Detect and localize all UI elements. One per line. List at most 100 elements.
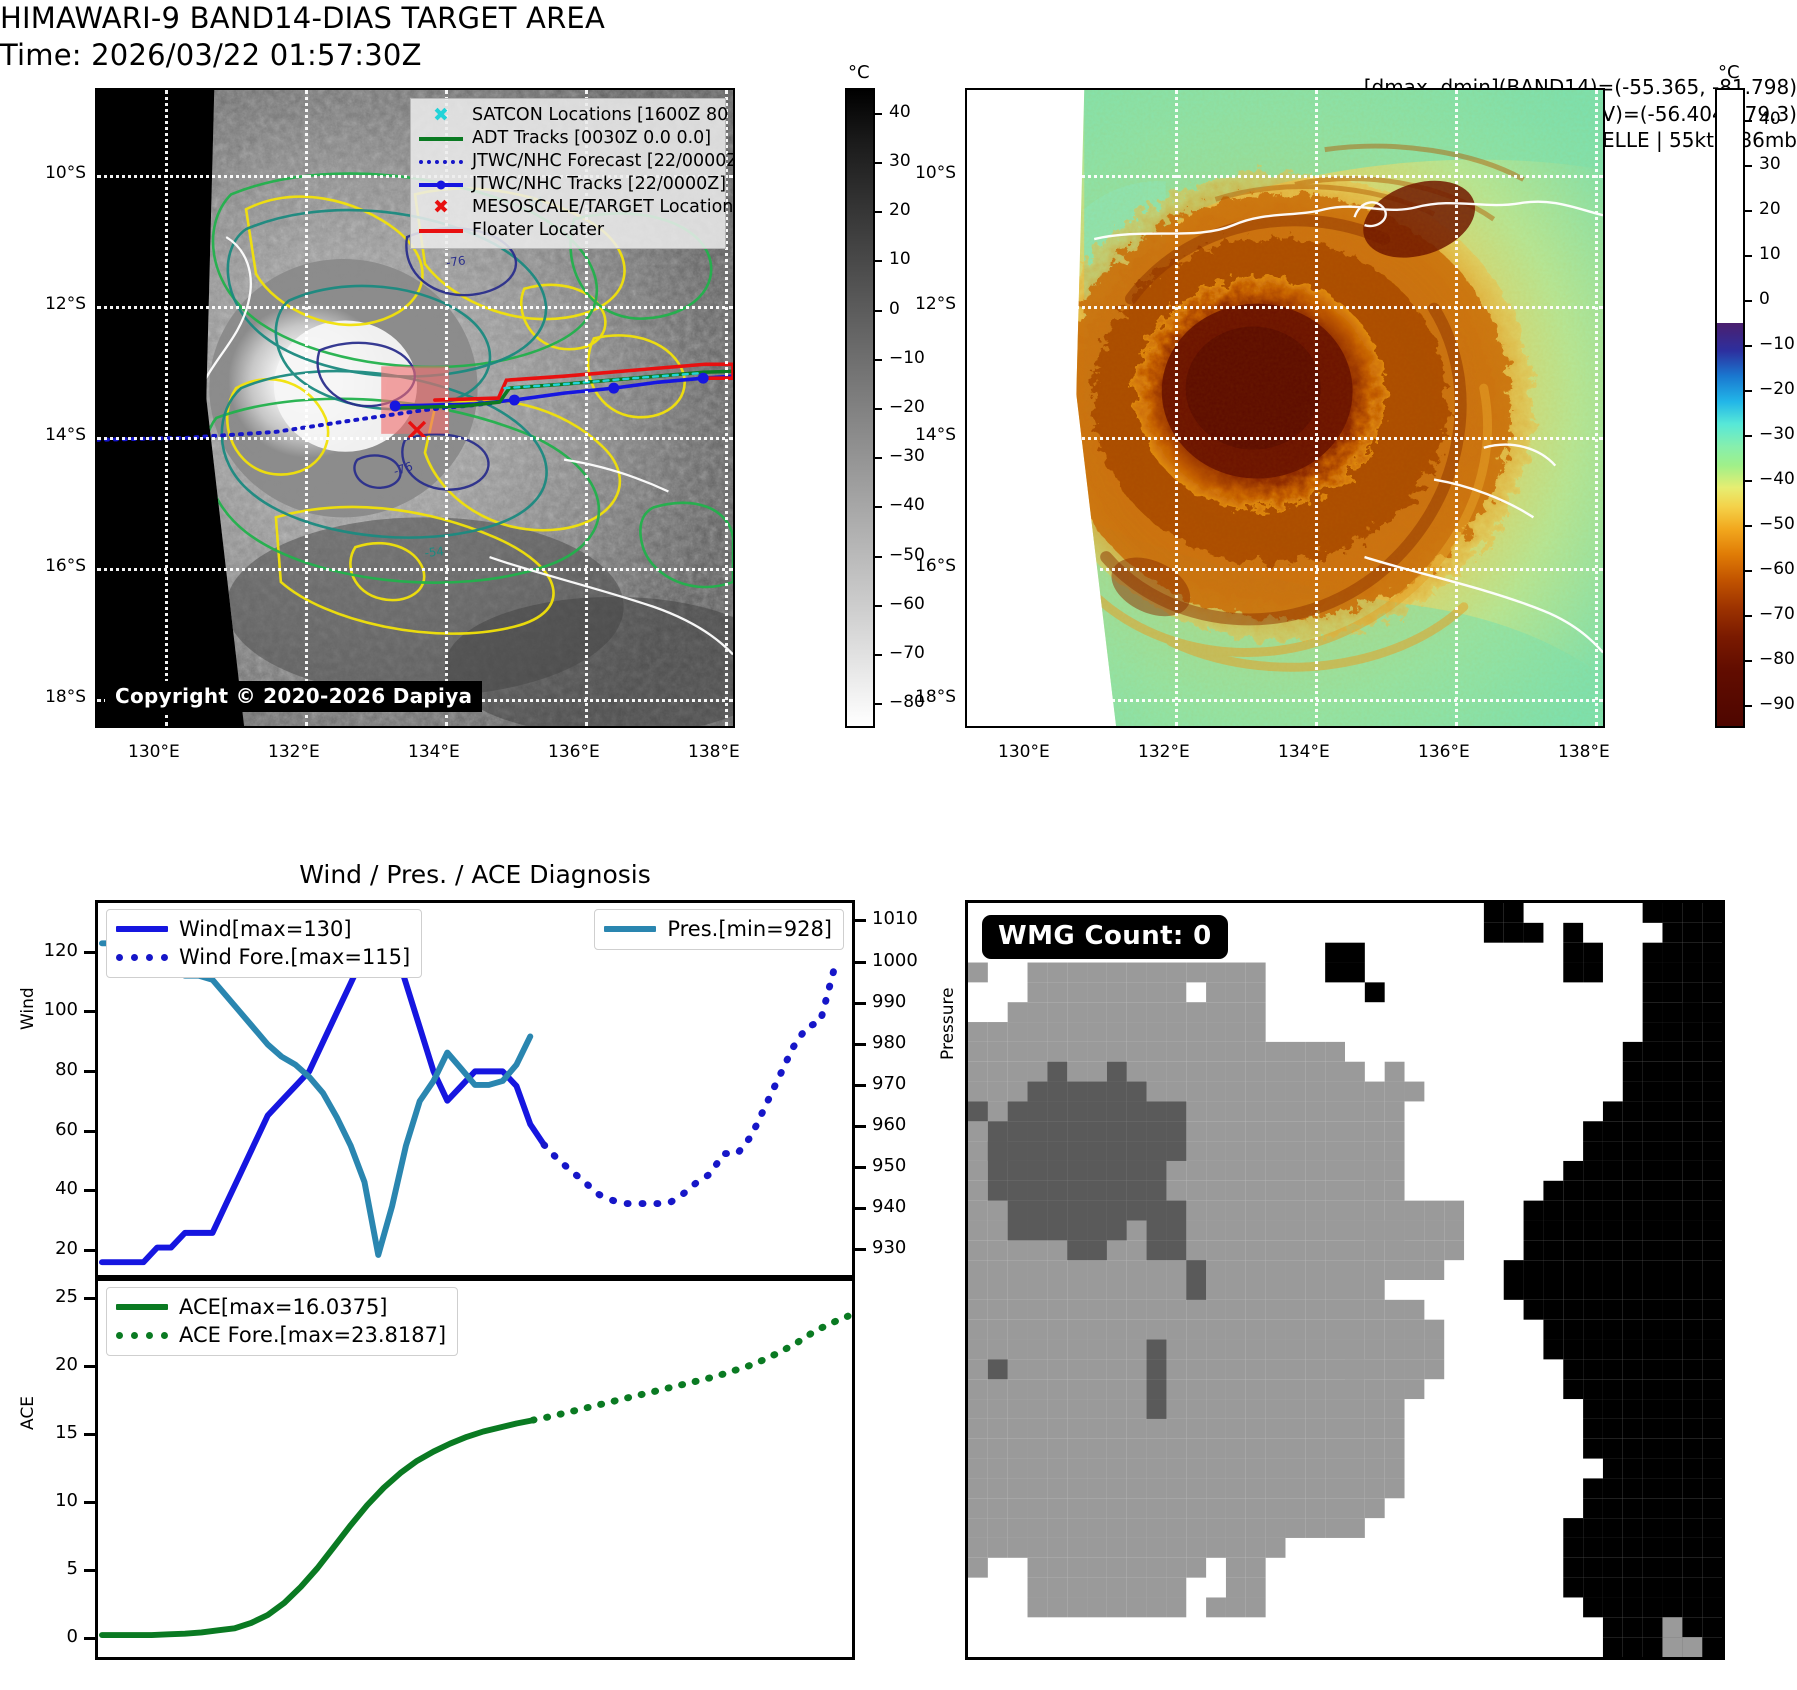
wmg-cell bbox=[1702, 1399, 1722, 1419]
wmg-cell bbox=[1622, 1339, 1643, 1360]
wmg-cell bbox=[1364, 1339, 1385, 1360]
wmg-cell bbox=[1245, 1458, 1266, 1479]
colorbar-right bbox=[1715, 88, 1745, 728]
wmg-cell bbox=[1027, 1101, 1048, 1122]
wmg-cell bbox=[1186, 1200, 1207, 1221]
ace-ytick-mark bbox=[84, 1296, 95, 1300]
wmg-cell bbox=[1106, 1339, 1127, 1360]
wmg-panel[interactable]: WMG Count: 0 bbox=[965, 900, 1725, 1660]
legend-item-jtwc-forecast[interactable]: JTWC/NHC Forecast [22/0000Z] bbox=[419, 150, 733, 173]
wmg-cell bbox=[1622, 1637, 1643, 1657]
awv-map[interactable] bbox=[965, 88, 1605, 728]
lat-tick-right-3: 16°S bbox=[915, 556, 956, 576]
wmg-cell bbox=[1622, 1299, 1643, 1320]
wmg-cell bbox=[1622, 1220, 1643, 1241]
wmg-cell bbox=[1126, 1379, 1147, 1400]
wmg-cell bbox=[1662, 1418, 1683, 1439]
wmg-cell bbox=[1662, 942, 1683, 963]
wmg-cell bbox=[1146, 1438, 1167, 1459]
colorbar-tick: −50 bbox=[1759, 514, 1795, 535]
wmg-cell bbox=[1007, 1498, 1028, 1519]
wmg-cell bbox=[1642, 1458, 1663, 1479]
wmg-cell bbox=[968, 1339, 988, 1360]
wind-ytick-mark bbox=[84, 1249, 95, 1253]
legend-item-pressure[interactable]: Pres.[min=928] bbox=[604, 915, 832, 943]
wmg-cell bbox=[1285, 1240, 1306, 1261]
wmg-cell bbox=[1325, 1418, 1345, 1439]
pressure-ytick-mark bbox=[855, 919, 866, 923]
wmg-cell bbox=[1087, 1141, 1107, 1161]
wmg-mask-image bbox=[968, 903, 1722, 1657]
chart-series-line bbox=[98, 940, 534, 1258]
wmg-cell bbox=[1047, 1418, 1068, 1439]
wmg-cell bbox=[1027, 1260, 1048, 1280]
legend-item-wind[interactable]: Wind[max=130] bbox=[116, 915, 410, 943]
wmg-cell bbox=[1245, 1101, 1266, 1122]
wmg-cell bbox=[1067, 1557, 1088, 1578]
wmg-cell bbox=[1424, 1339, 1445, 1360]
wmg-cell bbox=[1345, 1418, 1365, 1439]
colorbar-tickmark bbox=[875, 161, 882, 164]
ace-forecast-dots-icon bbox=[116, 1331, 168, 1339]
wmg-cell bbox=[1245, 1022, 1266, 1042]
wmg-cell bbox=[1186, 1339, 1207, 1360]
colorbar-tick: −60 bbox=[889, 593, 925, 614]
legend-item-mesoscale-target[interactable]: ✖ MESOSCALE/TARGET Location bbox=[419, 196, 733, 219]
wmg-cell bbox=[1027, 1299, 1048, 1320]
wmg-cell bbox=[1007, 1458, 1028, 1479]
wmg-cell bbox=[1265, 1240, 1286, 1261]
band14-ir-map[interactable]: -76 -76 -54 -54 bbox=[95, 88, 735, 728]
wmg-cell bbox=[1662, 1359, 1683, 1380]
wmg-cell bbox=[1662, 1458, 1683, 1479]
wmg-cell bbox=[1206, 1379, 1226, 1400]
wmg-cell bbox=[1662, 1577, 1683, 1598]
wmg-cell bbox=[1067, 982, 1088, 1003]
wmg-cell bbox=[1206, 982, 1226, 1003]
ace-chart[interactable]: ACE[max=16.0375] ACE Fore.[max=23.8187] bbox=[95, 1278, 855, 1660]
wmg-cell bbox=[1384, 1061, 1405, 1082]
legend-item-ace-forecast[interactable]: ACE Fore.[max=23.8187] bbox=[116, 1321, 446, 1349]
wmg-cell bbox=[1583, 1299, 1603, 1320]
wmg-cell bbox=[1186, 1160, 1207, 1181]
lat-tick-right-0: 10°S bbox=[915, 163, 956, 183]
legend-item-floater-locater[interactable]: Floater Locater bbox=[419, 219, 717, 242]
wmg-cell bbox=[1325, 1160, 1345, 1181]
wmg-cell bbox=[1166, 1141, 1187, 1161]
wmg-cell bbox=[1146, 1478, 1167, 1499]
legend-item-jtwc-tracks[interactable]: JTWC/NHC Tracks [22/0000Z] bbox=[419, 173, 726, 196]
map-legend: ✖ SATCON Locations [1600Z 80 967] ADT Tr… bbox=[410, 98, 733, 249]
legend-item-adt[interactable]: ADT Tracks [0030Z 0.0 0.0] bbox=[419, 127, 717, 150]
wmg-cell bbox=[1285, 1061, 1306, 1082]
wmg-cell bbox=[1007, 1002, 1028, 1023]
wmg-cell bbox=[1067, 1101, 1088, 1122]
legend-item-satcon[interactable]: ✖ SATCON Locations [1600Z 80 967] bbox=[419, 104, 733, 127]
wmg-cell bbox=[1027, 1518, 1048, 1538]
wmg-cell bbox=[1206, 1399, 1226, 1419]
lat-tick-right-4: 18°S bbox=[915, 687, 956, 707]
wmg-cell bbox=[1602, 1399, 1623, 1419]
wmg-cell bbox=[1265, 1101, 1286, 1122]
wmg-cell bbox=[1225, 1319, 1246, 1340]
wmg-cell bbox=[1662, 1041, 1683, 1062]
wmg-cell bbox=[1106, 1438, 1127, 1459]
wmg-cell bbox=[1146, 1498, 1167, 1519]
wmg-cell bbox=[1682, 1359, 1703, 1380]
wmg-cell bbox=[1206, 1280, 1226, 1300]
wmg-cell bbox=[1305, 1399, 1326, 1419]
wmg-cell bbox=[1225, 1458, 1246, 1479]
wmg-cell bbox=[1662, 1399, 1683, 1419]
wmg-cell bbox=[1225, 1180, 1246, 1201]
legend-item-wind-forecast[interactable]: Wind Fore.[max=115] bbox=[116, 943, 410, 971]
wind-pressure-chart[interactable]: Wind[max=130] Wind Fore.[max=115] Pres.[… bbox=[95, 900, 855, 1278]
wmg-cell bbox=[1087, 1240, 1107, 1261]
wmg-cell bbox=[1345, 1319, 1365, 1340]
wmg-cell bbox=[1583, 1557, 1603, 1578]
legend-item-ace[interactable]: ACE[max=16.0375] bbox=[116, 1293, 446, 1321]
wmg-cell bbox=[1364, 1478, 1385, 1499]
wmg-cell bbox=[1166, 1399, 1187, 1419]
wmg-cell bbox=[1642, 1160, 1663, 1181]
wmg-cell bbox=[1404, 1240, 1425, 1261]
wmg-cell bbox=[1384, 1359, 1405, 1380]
wmg-cell bbox=[1583, 1438, 1603, 1459]
wind-ytick-mark bbox=[84, 1129, 95, 1133]
